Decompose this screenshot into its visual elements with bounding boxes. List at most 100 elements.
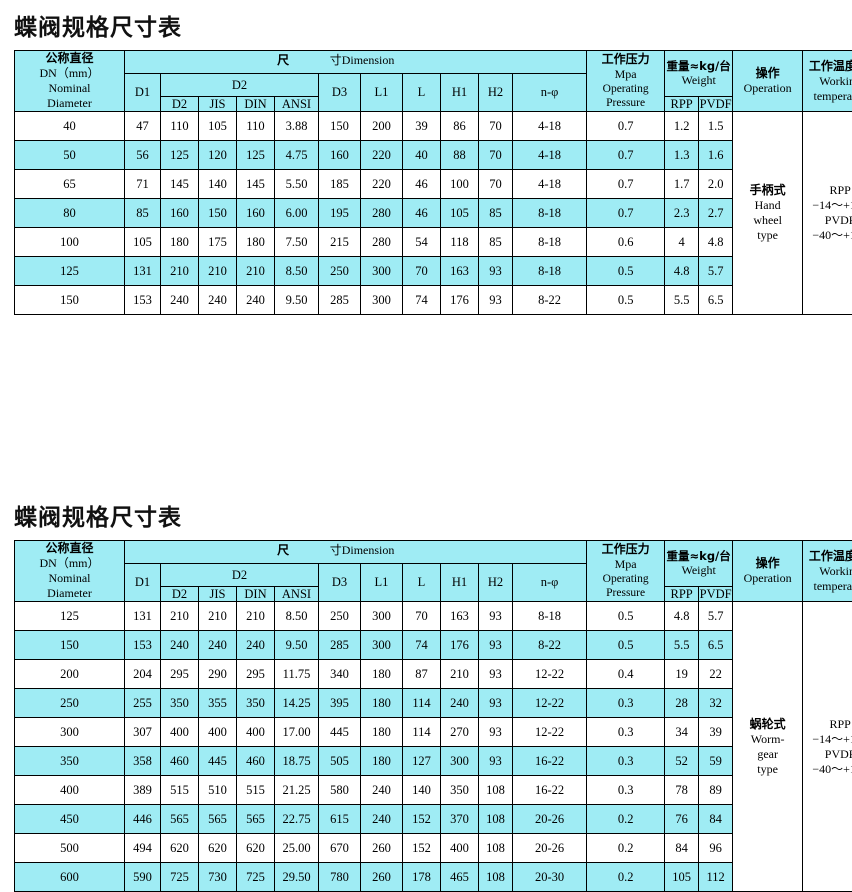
cell-n-φ: 8-18 [513, 199, 587, 228]
cell-n-φ: 8-22 [513, 631, 587, 660]
cell-ANSI: 29.50 [275, 863, 319, 892]
temperature-en2: temperatue [813, 579, 852, 594]
cell-L1: 300 [361, 257, 403, 286]
pressure-mpa: Mpa [615, 557, 637, 572]
cell-ANSI: 5.50 [275, 170, 319, 199]
cell-n-φ: 16-22 [513, 776, 587, 805]
cell-D1: 307 [125, 718, 161, 747]
cell-ANSI: 11.75 [275, 660, 319, 689]
cell-Pressure: 0.2 [587, 834, 665, 863]
cell-ANSI: 25.00 [275, 834, 319, 863]
cell-JIS: 730 [199, 863, 237, 892]
operation-type-en2: wheel [753, 213, 782, 228]
cell-ANSI: 22.75 [275, 805, 319, 834]
header-weight-rpp: RPP [665, 96, 699, 111]
cell-H1: 300 [441, 747, 479, 776]
cell-n-φ: 8-22 [513, 286, 587, 315]
cell-H2: 85 [479, 199, 513, 228]
cell-DIN: 240 [237, 286, 275, 315]
weight-en: Weight [681, 563, 715, 578]
cell-D1: 71 [125, 170, 161, 199]
cell-H1: 118 [441, 228, 479, 257]
cell-L: 70 [403, 257, 441, 286]
cell-RPP: 1.2 [665, 112, 699, 141]
cell-D3: 780 [319, 863, 361, 892]
cell-DN: 100 [15, 228, 125, 257]
cell-JIS: 140 [199, 170, 237, 199]
cell-JIS: 445 [199, 747, 237, 776]
cell-H2: 108 [479, 776, 513, 805]
operation-type-en3: type [757, 762, 778, 777]
cell-L: 140 [403, 776, 441, 805]
temp-material-rpp: RPP [829, 183, 850, 198]
cell-D2: 460 [161, 747, 199, 776]
pressure-mpa: Mpa [615, 67, 637, 82]
operation-en: Operation [744, 81, 792, 96]
header-l1: L1 [361, 564, 403, 602]
cell-PVDF: 32 [699, 689, 733, 718]
cell-H2: 93 [479, 257, 513, 286]
cell-DN: 150 [15, 631, 125, 660]
cell-D3: 150 [319, 112, 361, 141]
operation-type-en1: Worm- [751, 732, 785, 747]
temp-range-pvdf: −40～+135 [812, 762, 852, 777]
cell-DIN: 180 [237, 228, 275, 257]
weight-cn: 重量≈kg/台 [667, 59, 731, 73]
operation-cn: 操作 [756, 66, 780, 81]
cell-L1: 260 [361, 834, 403, 863]
cell-PVDF: 6.5 [699, 286, 733, 315]
cell-RPP: 105 [665, 863, 699, 892]
cell-DIN: 295 [237, 660, 275, 689]
cell-DIN: 620 [237, 834, 275, 863]
cell-RPP: 4 [665, 228, 699, 257]
cell-L1: 280 [361, 199, 403, 228]
cell-Pressure: 0.2 [587, 863, 665, 892]
header-d2-sub-din: DIN [237, 586, 275, 601]
header-d1: D1 [125, 74, 161, 112]
cell-L1: 240 [361, 776, 403, 805]
cell-L: 46 [403, 199, 441, 228]
cell-D2: 620 [161, 834, 199, 863]
cell-L1: 260 [361, 863, 403, 892]
cell-D2: 400 [161, 718, 199, 747]
cell-D1: 590 [125, 863, 161, 892]
header-weight-rpp: RPP [665, 586, 699, 601]
cell-H1: 105 [441, 199, 479, 228]
header-l1: L1 [361, 74, 403, 112]
cell-D2: 110 [161, 112, 199, 141]
header-l: L [403, 564, 441, 602]
cell-D1: 494 [125, 834, 161, 863]
cell-L: 152 [403, 834, 441, 863]
cell-DN: 600 [15, 863, 125, 892]
operation-type-cn: 蜗轮式 [750, 717, 786, 732]
temperature-en1: Working [819, 74, 852, 89]
cell-H1: 100 [441, 170, 479, 199]
cell-H2: 93 [479, 660, 513, 689]
cell-RPP: 1.7 [665, 170, 699, 199]
dimension-cn-right: 寸Dimension [330, 54, 395, 68]
page-title-2: 蝶阀规格尺寸表 [0, 498, 852, 532]
cell-H1: 350 [441, 776, 479, 805]
header-d2-sub-ansi: ANSI [275, 96, 319, 111]
temp-range-pvdf: −40～+135 [812, 228, 852, 243]
cell-Pressure: 0.3 [587, 776, 665, 805]
cell-L: 114 [403, 718, 441, 747]
cell-ANSI: 18.75 [275, 747, 319, 776]
cell-D1: 153 [125, 631, 161, 660]
cell-JIS: 355 [199, 689, 237, 718]
cell-D1: 85 [125, 199, 161, 228]
cell-PVDF: 59 [699, 747, 733, 776]
cell-JIS: 400 [199, 718, 237, 747]
cell-PVDF: 89 [699, 776, 733, 805]
